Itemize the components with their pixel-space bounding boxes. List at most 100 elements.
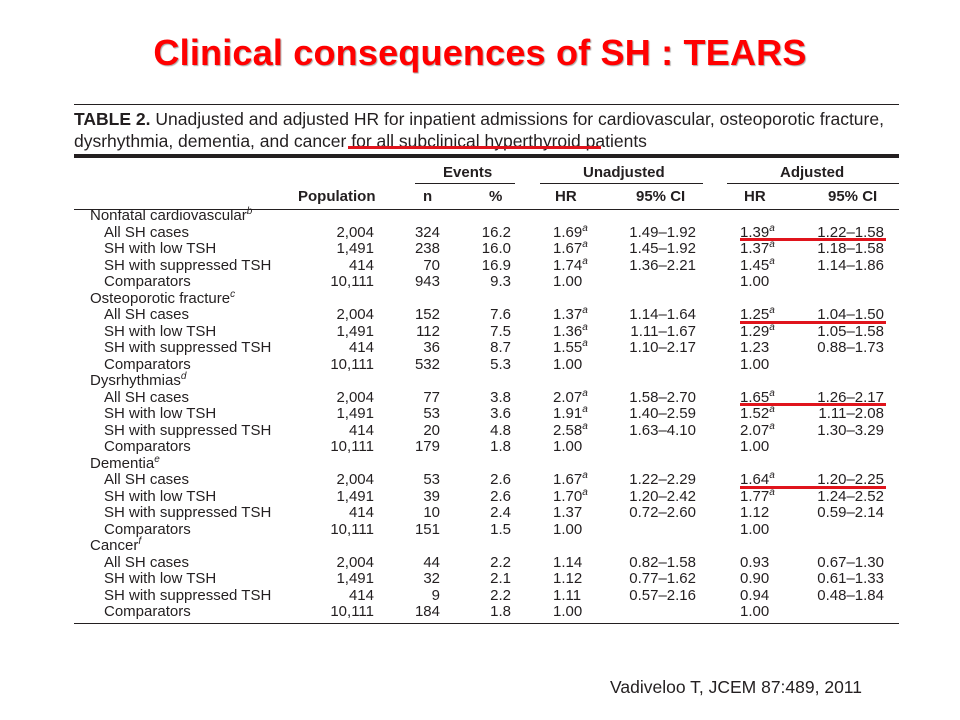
row-label: SH with low TSH (104, 322, 217, 340)
cell-events-pct: 2.6 (490, 488, 511, 505)
group-label-row: Dementiae (0, 453, 960, 472)
cell-unadjusted-hr-text: 1.70 (553, 487, 583, 505)
cell-events-pct-text: 5.3 (490, 355, 511, 373)
cell-unadjusted-ci-text: 0.82–1.58 (629, 553, 696, 571)
cell-population: 414 (348, 421, 374, 439)
cell-unadjusted-ci: 1.40–2.59 (629, 406, 696, 422)
cell-adjusted-ci-text: 1.24–2.52 (817, 487, 884, 505)
cell-unadjusted-hr-footnote: a (582, 321, 588, 333)
cell-adjusted-ci: 1.26–2.17 (817, 389, 884, 406)
cell-unadjusted-hr: 1.11 (553, 587, 581, 604)
cell-unadjusted-hr-text: 1.74 (553, 256, 583, 274)
cell-adjusted-hr: 1.52a (740, 405, 775, 422)
table-row: SH with suppressed TSH 414 9 2.2 1.11 0.57–2.… (0, 586, 960, 604)
cell-population-text: 414 (348, 504, 374, 521)
row-label: All SH cases (104, 307, 189, 323)
row-label-text: SH with low TSH (104, 322, 217, 340)
cell-population-text: 1,491 (336, 570, 374, 587)
cell-events-pct: 5.3 (490, 355, 511, 373)
cell-unadjusted-hr-text: 1.55 (553, 339, 583, 356)
group-label-footnote: e (154, 453, 160, 465)
cell-adjusted-hr: 1.39a (740, 222, 775, 241)
cell-events-n: 39 (423, 488, 440, 505)
group-label-row: Cancerf (0, 537, 960, 554)
cell-unadjusted-ci-text: 1.49–1.92 (629, 223, 696, 241)
group-label-row: Dysrhythmiasd (0, 372, 960, 389)
group-label: Nonfatal cardiovascularb (90, 207, 252, 224)
cell-population: 1,491 (336, 241, 374, 257)
group-label-row: Nonfatal cardiovascularb (0, 207, 960, 224)
cell-unadjusted-hr: 1.00 (553, 521, 582, 538)
cell-population: 1,491 (336, 488, 374, 505)
cell-unadjusted-hr: 1.14 (553, 554, 582, 571)
cell-unadjusted-ci: 1.58–2.70 (629, 389, 696, 406)
cell-unadjusted-hr-footnote: a (582, 404, 588, 415)
cell-unadjusted-ci-text: 1.63–4.10 (629, 421, 696, 439)
header-pct: % (489, 188, 503, 205)
cell-events-pct: 16.0 (482, 241, 511, 257)
cell-adjusted-hr: 1.37a (740, 240, 775, 257)
cell-events-n: 184 (415, 604, 440, 620)
cell-events-n-text: 9 (431, 586, 440, 604)
row-label-text: All SH cases (104, 553, 190, 571)
cell-events-pct-text: 16.9 (481, 256, 511, 274)
cell-events-n-text: 112 (416, 322, 440, 340)
cell-population-text: 10,111 (330, 520, 374, 538)
cell-events-pct: 7.5 (490, 323, 511, 340)
cell-unadjusted-ci: 1.14–1.64 (629, 307, 696, 323)
cell-unadjusted-hr-text: 1.12 (553, 570, 583, 587)
cell-unadjusted-ci: 0.57–2.16 (629, 587, 696, 604)
row-label-text: All SH cases (104, 306, 190, 323)
header-adjusted: Adjusted (780, 164, 845, 181)
cell-events-n-text: 53 (423, 471, 440, 488)
cell-events-n-text: 532 (414, 355, 440, 373)
row-label: All SH cases (104, 553, 190, 571)
cell-events-n: 238 (415, 241, 440, 257)
cell-events-pct-text: 2.4 (490, 504, 511, 521)
cell-events-pct-text: 1.5 (490, 520, 511, 538)
cell-events-n-text: 44 (423, 553, 440, 571)
row-label: Comparators (104, 604, 191, 620)
cell-unadjusted-ci-text: 1.40–2.59 (629, 405, 696, 422)
cell-population-text: 2,004 (336, 306, 374, 323)
cell-events-n-text: 179 (414, 438, 440, 455)
row-label-text: SH with low TSH (104, 487, 217, 505)
cell-adjusted-hr-footnote: a (769, 222, 775, 234)
cell-unadjusted-hr-text: 1.67 (553, 240, 583, 257)
cell-unadjusted-ci: 1.10–2.17 (629, 340, 696, 356)
cell-adjusted-hr: 0.94 (740, 587, 769, 604)
cell-adjusted-hr: 1.00 (740, 521, 769, 538)
cell-adjusted-ci: 0.48–1.84 (817, 587, 884, 604)
cell-unadjusted-ci: 1.22–2.29 (629, 472, 696, 488)
cell-events-n: 152 (415, 307, 440, 323)
row-label-text: All SH cases (104, 223, 190, 241)
cell-events-n-text: 10 (423, 504, 440, 521)
cell-adjusted-hr-footnote: a (769, 387, 775, 399)
cell-events-n-text: 943 (414, 273, 440, 290)
row-label: SH with suppressed TSH (104, 422, 271, 439)
cell-events-n: 532 (414, 355, 440, 373)
events-underline (415, 183, 515, 184)
cell-events-pct: 2.1 (490, 571, 511, 587)
cell-events-pct-text: 16.2 (481, 223, 511, 241)
cell-unadjusted-hr: 1.70a (553, 487, 588, 505)
cell-population-text: 414 (348, 586, 374, 604)
cell-unadjusted-hr-footnote: a (582, 470, 588, 481)
row-label: SH with low TSH (104, 406, 216, 422)
cell-adjusted-hr-text: 1.45 (740, 256, 770, 274)
table-row: Comparators 10,111 532 5.3 1.00 1.00 (0, 355, 960, 373)
cell-unadjusted-hr-footnote: a (582, 239, 588, 250)
cell-events-n: 179 (415, 439, 440, 455)
row-label-text: SH with suppressed TSH (104, 504, 272, 521)
cell-adjusted-ci: 0.88–1.73 (817, 340, 884, 356)
cell-population: 10,111 (330, 439, 374, 455)
cell-unadjusted-hr: 2.58a (553, 421, 588, 439)
row-label-text: SH with low TSH (104, 405, 217, 422)
cell-adjusted-hr: 1.12 (740, 505, 769, 521)
cell-unadjusted-hr-footnote: a (582, 338, 588, 349)
cell-population-text: 414 (348, 421, 374, 439)
cell-events-pct: 16.9 (481, 256, 511, 274)
cell-adjusted-hr-text: 1.00 (740, 355, 770, 373)
cell-unadjusted-ci-text: 0.72–2.60 (629, 504, 696, 521)
cell-adjusted-ci: 1.14–1.86 (817, 257, 884, 274)
